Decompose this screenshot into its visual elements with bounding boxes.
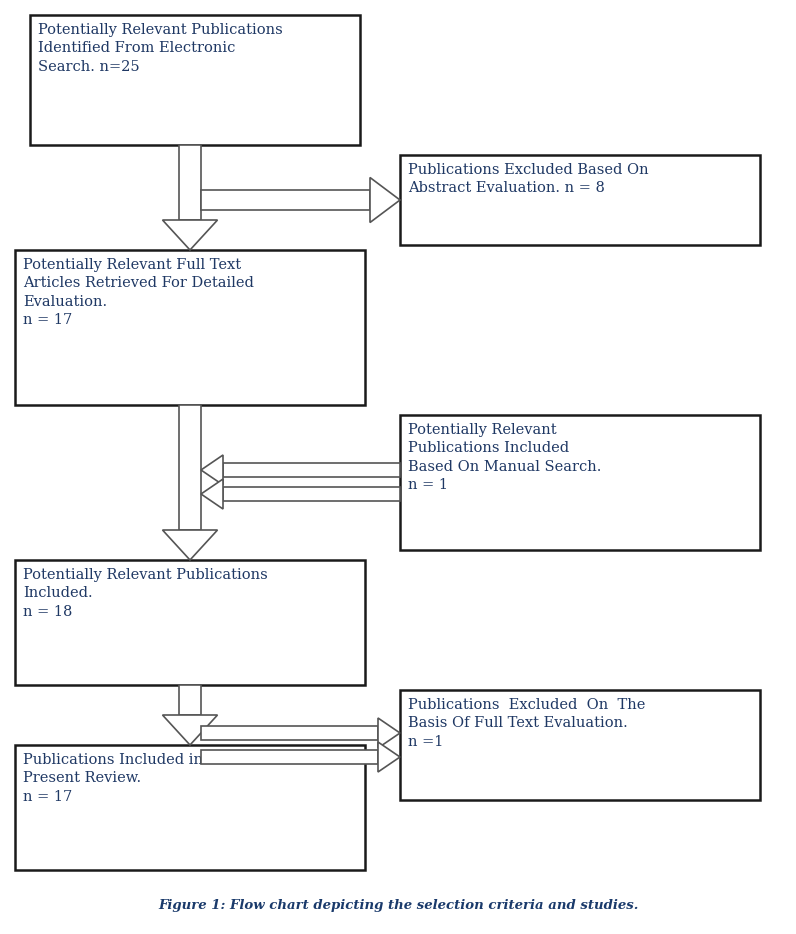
Text: Potentially Relevant Publications
Identified From Electronic
Search. n=25: Potentially Relevant Publications Identi…: [38, 23, 283, 74]
Bar: [201, 726, 378, 740]
Bar: [179, 145, 201, 220]
Bar: [223, 463, 400, 477]
Bar: [15, 745, 365, 870]
Bar: [30, 15, 360, 145]
Bar: [15, 250, 365, 405]
Bar: [223, 487, 400, 501]
Bar: [15, 560, 365, 685]
Polygon shape: [162, 530, 217, 560]
Polygon shape: [201, 479, 223, 509]
Bar: [179, 685, 201, 715]
Bar: [179, 405, 201, 530]
Text: Potentially Relevant Publications
Included.
n = 18: Potentially Relevant Publications Includ…: [23, 568, 267, 619]
Text: Publications Excluded Based On
Abstract Evaluation. n = 8: Publications Excluded Based On Abstract …: [408, 163, 649, 195]
Polygon shape: [162, 220, 217, 250]
Polygon shape: [162, 715, 217, 745]
Bar: [400, 690, 760, 800]
Polygon shape: [378, 742, 400, 772]
Text: Potentially Relevant Full Text
Articles Retrieved For Detailed
Evaluation.
n = 1: Potentially Relevant Full Text Articles …: [23, 258, 254, 327]
Bar: [400, 155, 760, 245]
Polygon shape: [370, 177, 400, 222]
Text: Figure 1: Flow chart depicting the selection criteria and studies.: Figure 1: Flow chart depicting the selec…: [158, 899, 638, 913]
Polygon shape: [378, 718, 400, 748]
Text: Potentially Relevant
Publications Included
Based On Manual Search.
n = 1: Potentially Relevant Publications Includ…: [408, 423, 601, 492]
Bar: [201, 750, 378, 764]
Text: Publications Included in the
Present Review.
n = 17: Publications Included in the Present Rev…: [23, 753, 232, 804]
Bar: [201, 190, 370, 210]
Polygon shape: [201, 455, 223, 485]
Bar: [400, 415, 760, 550]
Text: Publications  Excluded  On  The
Basis Of Full Text Evaluation.
n =1: Publications Excluded On The Basis Of Fu…: [408, 698, 646, 749]
